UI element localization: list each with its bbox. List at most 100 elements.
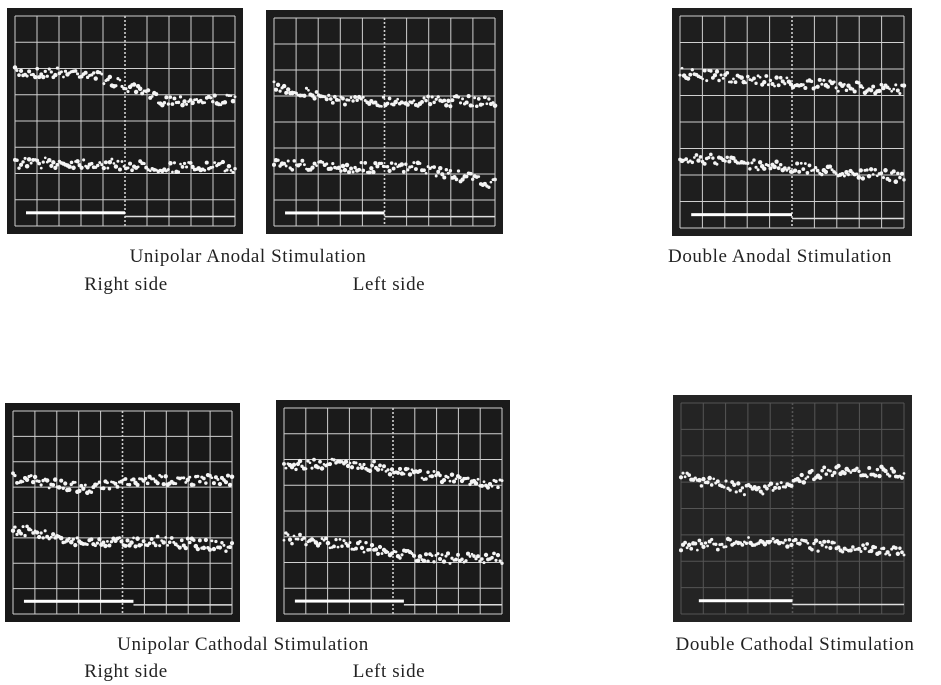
trace-dot xyxy=(725,155,729,160)
trace-dot xyxy=(768,481,774,486)
trace-dot xyxy=(211,99,215,104)
trace-dot xyxy=(498,559,502,563)
trace-dot xyxy=(827,164,833,169)
trace-dot xyxy=(750,161,754,165)
trace-dot xyxy=(901,83,907,88)
trace-dot xyxy=(93,76,98,81)
trace-dot xyxy=(29,161,33,165)
trace-dot xyxy=(888,553,892,557)
trace-dot xyxy=(201,101,205,105)
trace-dot xyxy=(456,169,461,173)
trace-dot xyxy=(703,541,708,545)
trace-dot xyxy=(394,550,398,554)
trace-dot xyxy=(830,168,834,172)
trace-dot xyxy=(387,96,392,101)
trace-dot xyxy=(43,69,47,73)
trace-dot xyxy=(120,84,124,88)
trace-dot xyxy=(832,470,837,475)
trace-dot xyxy=(332,458,336,462)
trace-dot xyxy=(817,77,822,82)
trace-dot xyxy=(823,169,829,175)
trace-dot xyxy=(153,543,158,548)
trace-dot xyxy=(780,79,785,84)
trace-dot xyxy=(281,83,287,89)
trace-dot xyxy=(485,102,489,106)
trace-dot xyxy=(746,161,750,166)
trace-dot xyxy=(345,463,351,469)
trace-dot xyxy=(818,540,822,545)
trace-dot xyxy=(95,541,99,545)
trace-dot xyxy=(783,82,787,86)
trace-dot xyxy=(885,472,890,476)
trace-dot xyxy=(166,168,170,171)
trace-dot xyxy=(144,165,149,170)
trace-dot xyxy=(816,549,820,553)
trace-dot xyxy=(325,162,329,166)
trace-dot xyxy=(473,96,477,100)
trace-dot xyxy=(37,161,42,166)
trace-dot xyxy=(152,477,156,481)
trace-dot xyxy=(45,74,49,78)
trace-dot xyxy=(310,466,314,470)
trace-dot xyxy=(44,478,50,483)
trace-dot xyxy=(865,475,869,479)
trace-dot xyxy=(715,547,720,552)
trace-dot xyxy=(386,550,390,554)
trace-dot xyxy=(389,467,395,472)
trace-dot xyxy=(316,465,320,470)
trace-dot xyxy=(896,171,900,176)
trace-dot xyxy=(164,169,168,173)
trace-dot xyxy=(875,174,879,178)
trace-dot xyxy=(440,553,444,557)
trace-dot xyxy=(356,466,360,471)
trace-dot xyxy=(115,484,120,489)
trace-dot xyxy=(420,476,424,480)
trace-dot xyxy=(398,556,402,560)
trace-dot xyxy=(797,169,802,174)
trace-dot xyxy=(179,162,182,166)
trace-dot xyxy=(707,475,712,481)
trace-dot xyxy=(868,167,874,172)
trace-dot xyxy=(787,166,791,170)
trace-dot xyxy=(879,82,884,87)
trace-dot xyxy=(706,544,709,548)
trace-dot xyxy=(33,75,38,80)
trace-dot xyxy=(736,481,741,486)
trace-dot xyxy=(448,168,453,173)
trace-dot xyxy=(43,529,47,533)
trace-dot xyxy=(190,100,195,106)
trace-dot xyxy=(859,550,863,553)
trace-dot xyxy=(314,90,319,94)
trace-dot xyxy=(861,86,865,90)
trace-dot xyxy=(410,468,414,472)
trace-dot xyxy=(858,168,863,173)
trace-dot xyxy=(192,483,196,487)
trace-dot xyxy=(856,175,862,180)
trace-dot xyxy=(840,172,845,176)
trace-dot xyxy=(400,553,404,557)
trace-dot xyxy=(15,532,19,536)
trace-dot xyxy=(223,480,229,485)
trace-dot xyxy=(412,161,416,165)
trace-dot xyxy=(730,480,735,485)
trace-dot xyxy=(397,466,403,471)
trace-dot xyxy=(813,166,818,170)
trace-dot xyxy=(294,467,298,472)
trace-dot xyxy=(142,162,146,166)
trace-dot xyxy=(756,74,760,78)
trace-dot xyxy=(41,160,45,164)
trace-dot xyxy=(302,536,306,540)
trace-dot xyxy=(865,542,870,546)
trace-dot xyxy=(171,170,174,174)
trace-dot xyxy=(375,467,381,472)
trace-dot xyxy=(885,550,890,555)
trace-dot xyxy=(164,95,169,100)
trace-dot xyxy=(109,540,114,544)
trace-dot xyxy=(427,101,433,107)
trace-dot xyxy=(133,544,138,549)
trace-dot xyxy=(420,100,424,104)
trace-dot xyxy=(292,534,296,538)
trace-dot xyxy=(705,79,709,83)
trace-dot xyxy=(272,80,276,84)
trace-dot xyxy=(296,537,300,541)
